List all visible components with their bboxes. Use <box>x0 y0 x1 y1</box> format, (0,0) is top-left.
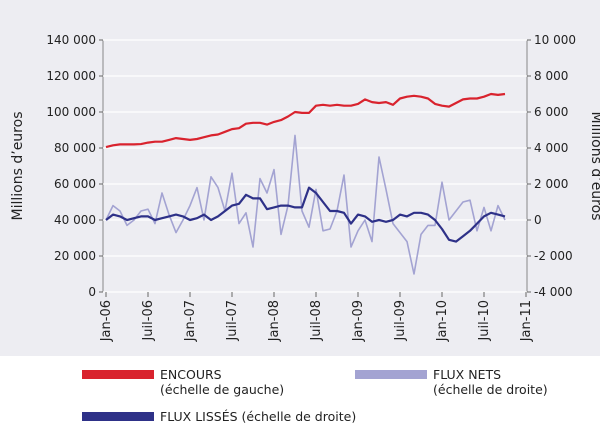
series-line <box>105 186 506 243</box>
y2-tick-label: 4 000 <box>534 141 568 155</box>
y2-tick-label: 10 000 <box>534 33 576 47</box>
y-tick-label: 60 000 <box>54 177 96 191</box>
x-tick-label: Juil-09 <box>393 300 408 342</box>
series-line <box>105 92 506 149</box>
y-axis-label: Millions d’euros <box>10 112 26 221</box>
y-tick-label: 120 000 <box>46 69 96 83</box>
x-tick-label: Jan-07 <box>183 300 198 342</box>
x-tick-label: Jan-09 <box>351 300 366 342</box>
y-tick-label: 100 000 <box>46 105 96 119</box>
x-tick-label: Jan-08 <box>267 300 282 342</box>
y-tick-label: 80 000 <box>54 141 96 155</box>
series-line <box>105 134 506 275</box>
legend-label: FLUX LISSÉS (échelle de droite) <box>160 409 357 424</box>
legend-swatch <box>82 412 154 421</box>
legend-swatch <box>355 370 427 379</box>
y-tick-label: 0 <box>88 285 96 299</box>
x-tick-label: Jan-10 <box>435 300 450 342</box>
y2-tick-label: -4 000 <box>534 285 573 299</box>
y-tick-label: 40 000 <box>54 213 96 227</box>
y2-tick-label: -2 000 <box>534 249 573 263</box>
legend-label: FLUX NETS (échelle de droite) <box>433 367 548 397</box>
x-tick-label: Jan-06 <box>99 300 114 342</box>
x-tick-label: Juil-06 <box>141 300 156 342</box>
x-tick-label: Jan-11 <box>519 300 534 342</box>
y2-tick-label: 6 000 <box>534 105 568 119</box>
y2-tick-label: 0 <box>534 213 542 227</box>
y-tick-label: 20 000 <box>54 249 96 263</box>
x-tick-label: Juil-08 <box>309 300 324 342</box>
legend-label: ENCOURS (échelle de gauche) <box>160 367 285 397</box>
legend-swatch <box>82 370 154 379</box>
y-tick-label: 140 000 <box>46 33 96 47</box>
y2-tick-label: 8 000 <box>534 69 568 83</box>
y2-axis-label: Millions d’euros <box>588 112 600 221</box>
x-tick-label: Juil-07 <box>225 300 240 342</box>
x-tick-label: Juil-10 <box>477 300 492 342</box>
y2-tick-label: 2 000 <box>534 177 568 191</box>
plot-area <box>102 39 528 293</box>
